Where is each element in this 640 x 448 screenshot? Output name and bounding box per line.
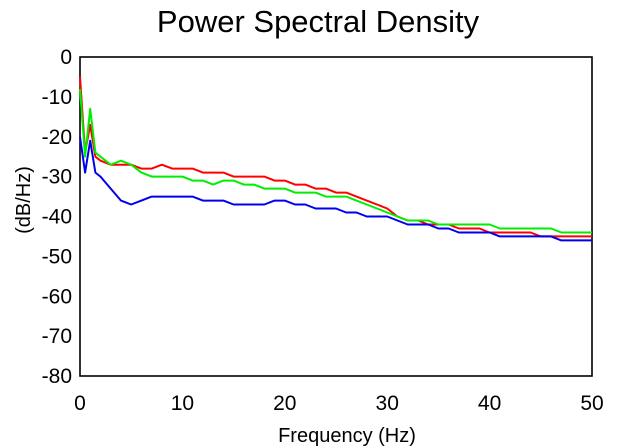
chart-title: Power Spectral Density: [157, 4, 480, 39]
y-axis-label: (dB/Hz): [13, 166, 35, 234]
series-line-2: [79, 88, 592, 234]
x-tick-label: 40: [478, 392, 501, 415]
x-tick-label: 20: [273, 392, 296, 415]
y-tick-label: -10: [42, 86, 72, 109]
x-tick-label: 30: [376, 392, 399, 415]
y-tick-label: -50: [42, 245, 72, 268]
y-tick-label: -70: [42, 325, 72, 348]
y-tick-label: -20: [42, 126, 72, 149]
plot-frame: [79, 56, 593, 377]
series-line-1: [79, 76, 592, 238]
x-tick-labels: 0 10 20 30 40 50: [74, 392, 604, 415]
y-tick-label: -30: [42, 166, 72, 189]
y-tick-labels: 0 -10 -20 -30 -40 -50 -60 -70 -80: [42, 46, 72, 388]
y-tick-label: -40: [42, 206, 72, 229]
x-tick-label: 0: [74, 392, 86, 415]
y-tick-label: 0: [60, 46, 72, 69]
x-axis-label: Frequency (Hz): [278, 425, 416, 447]
y-tick-label: -60: [42, 285, 72, 308]
series-line-3: [79, 136, 592, 242]
y-tick-label: -80: [42, 365, 72, 388]
series-layer: [79, 76, 592, 242]
x-tick-label: 10: [171, 392, 194, 415]
x-tick-label: 50: [580, 392, 603, 415]
